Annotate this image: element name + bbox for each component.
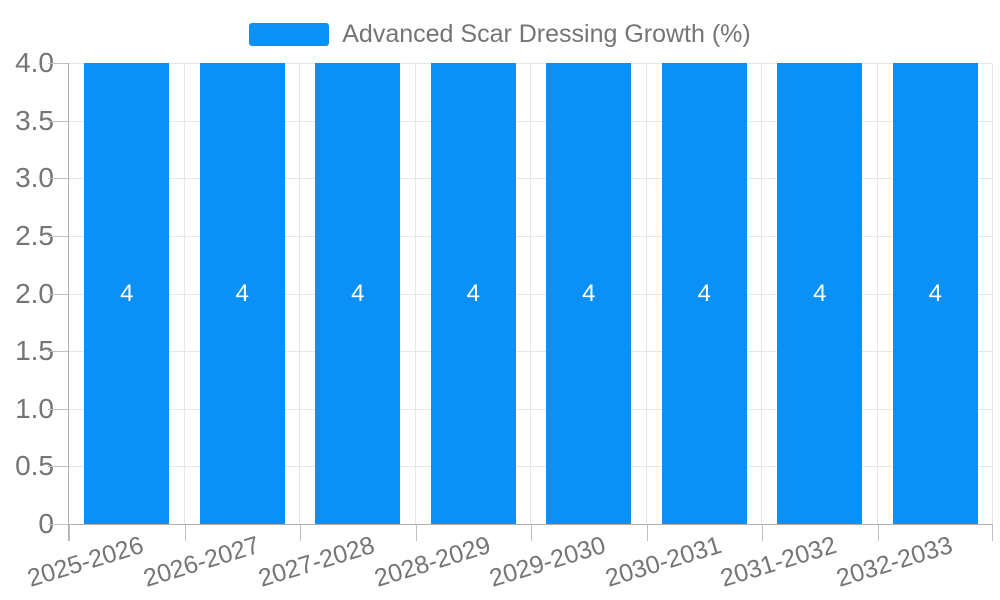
bar[interactable] [777,63,863,524]
x-tick-label: 2027-2028 [255,531,378,593]
y-tick-label: 4.0 [15,47,54,78]
bar-value-label: 4 [813,279,827,307]
y-gridline [69,293,993,295]
x-tick [646,524,648,541]
x-tick-label: 2025-2026 [24,531,147,593]
x-tick-label: 2032-2033 [832,531,956,593]
x-tick [415,524,417,541]
y-tick [48,63,69,64]
y-gridline [69,408,993,410]
y-tick-label: 1.5 [15,335,54,367]
x-gridline [876,63,878,524]
y-tick-label: 3.5 [15,104,54,136]
bar-value-label: 4 [235,279,249,307]
x-tick-label: 2031-2032 [717,531,840,593]
bar[interactable] [199,63,285,524]
bar[interactable] [84,63,170,524]
bar[interactable] [892,63,978,524]
y-tick-label: 0 [38,508,54,539]
x-tick [992,524,993,541]
bar-value-label: 4 [466,279,480,307]
legend-swatch-icon [249,23,330,47]
bar-value-label: 4 [697,279,711,307]
x-gridline [530,63,531,524]
legend[interactable]: Advanced Scar Dressing Growth (%) [0,20,1000,49]
legend-label: Advanced Scar Dressing Growth (%) [342,20,751,48]
x-tick [762,524,763,541]
y-tick [48,466,69,468]
bar[interactable] [546,63,632,524]
x-tick [877,524,879,541]
y-axis-line [68,63,69,541]
plot-area: 4 4 4 4 4 4 4 4 [69,63,993,524]
y-tick [48,408,69,410]
x-axis-line [69,524,993,525]
bar-value-label: 4 [120,279,134,307]
y-tick-label: 2.5 [15,219,54,251]
x-tick-label: 2029-2030 [486,531,609,593]
y-tick [48,178,69,180]
y-tick [48,235,69,237]
y-tick-label: 0.5 [15,450,54,482]
y-gridline [69,351,993,353]
x-gridline [414,63,416,524]
x-gridline [645,63,647,524]
bar[interactable] [661,63,747,524]
x-tick [300,524,301,541]
x-gridline [183,63,185,524]
y-tick [48,351,69,353]
y-gridline [69,120,993,122]
y-gridline [69,466,993,468]
y-tick [48,293,69,295]
y-tick [48,524,69,525]
bar-value-label: 4 [582,279,596,307]
x-tick [69,524,70,541]
bar-value-label: 4 [928,279,942,307]
y-tick-label: 1.0 [15,392,54,424]
x-tick-label: 2026-2027 [139,531,263,593]
bar-value-label: 4 [351,279,365,307]
y-gridline [69,178,993,180]
y-tick [48,120,69,122]
y-tick-label: 3.0 [15,162,54,194]
x-tick-label: 2028-2029 [370,531,494,593]
bar[interactable] [430,63,516,524]
bar[interactable] [315,63,401,524]
x-gridline [299,63,300,524]
y-gridline [69,63,993,64]
x-tick [531,524,532,541]
x-tick-label: 2030-2031 [601,531,725,593]
y-gridline [69,235,993,237]
x-gridline [761,63,762,524]
y-tick-label: 2.0 [15,277,54,309]
x-tick [184,524,186,541]
x-gridline [992,63,993,524]
